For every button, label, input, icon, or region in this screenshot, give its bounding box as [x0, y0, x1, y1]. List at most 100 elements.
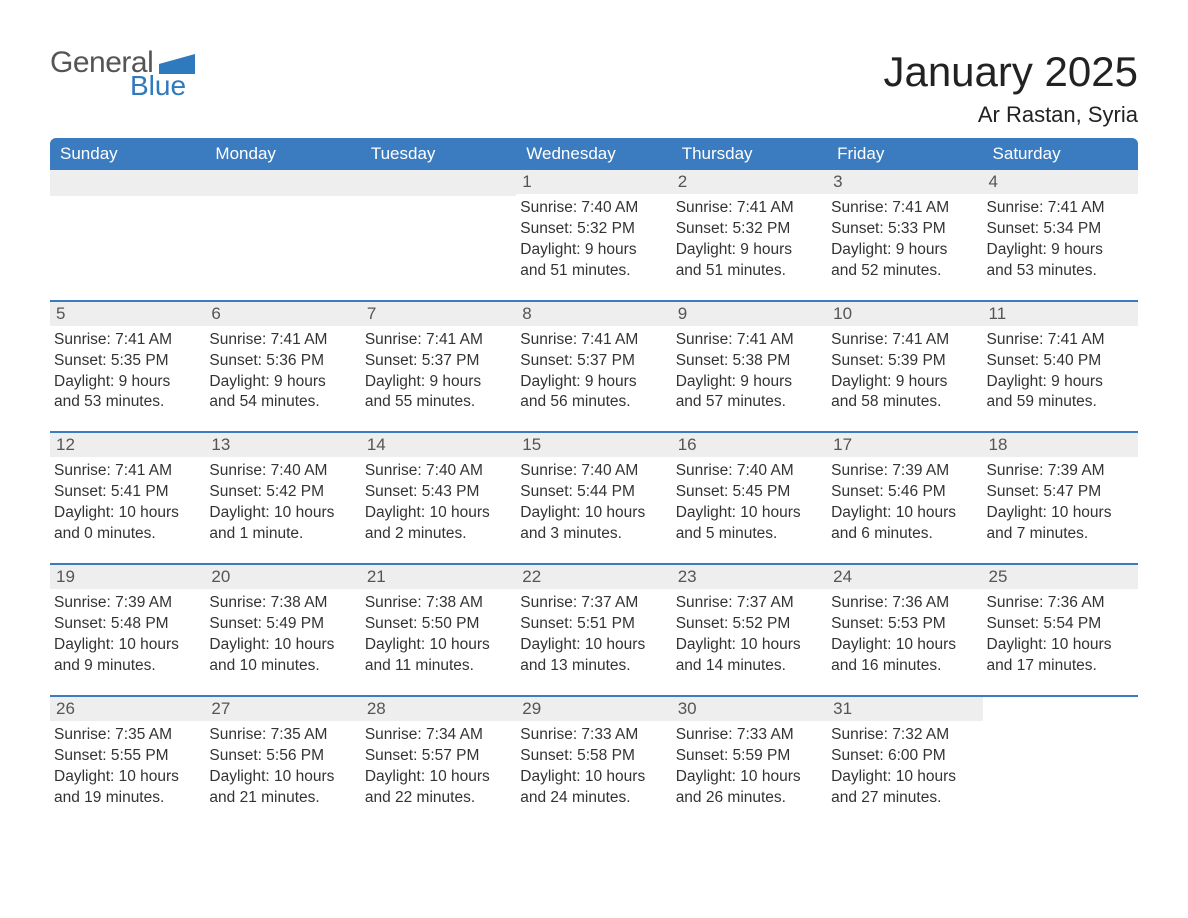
sunrise-text: Sunrise: 7:38 AM	[209, 593, 356, 614]
sunrise-text: Sunrise: 7:34 AM	[365, 725, 512, 746]
sunrise-text: Sunrise: 7:40 AM	[676, 461, 823, 482]
day-number: 21	[361, 565, 516, 589]
calendar-day: 15Sunrise: 7:40 AMSunset: 5:44 PMDayligh…	[516, 433, 671, 549]
sunset-text: Sunset: 5:53 PM	[831, 614, 978, 635]
sunset-text: Sunset: 5:47 PM	[987, 482, 1134, 503]
daylight-line2: and 17 minutes.	[987, 656, 1134, 677]
day-body: Sunrise: 7:40 AMSunset: 5:43 PMDaylight:…	[361, 457, 516, 549]
daylight-line1: Daylight: 9 hours	[831, 372, 978, 393]
daylight-line2: and 26 minutes.	[676, 788, 823, 809]
logo: General Blue	[50, 48, 195, 100]
sunrise-text: Sunrise: 7:41 AM	[831, 330, 978, 351]
day-body	[983, 723, 1138, 811]
daylight-line1: Daylight: 9 hours	[987, 240, 1134, 261]
sunset-text: Sunset: 5:38 PM	[676, 351, 823, 372]
daylight-line1: Daylight: 10 hours	[365, 635, 512, 656]
sunset-text: Sunset: 5:55 PM	[54, 746, 201, 767]
day-body: Sunrise: 7:36 AMSunset: 5:53 PMDaylight:…	[827, 589, 982, 681]
weekday-header: Wednesday	[516, 138, 671, 170]
day-number: 16	[672, 433, 827, 457]
calendar-day-empty	[205, 170, 360, 286]
daylight-line2: and 51 minutes.	[520, 261, 667, 282]
day-number: 20	[205, 565, 360, 589]
weekday-header: Tuesday	[361, 138, 516, 170]
daylight-line1: Daylight: 10 hours	[209, 503, 356, 524]
location-label: Ar Rastan, Syria	[883, 102, 1138, 128]
calendar-day: 27Sunrise: 7:35 AMSunset: 5:56 PMDayligh…	[205, 697, 360, 813]
day-number: 15	[516, 433, 671, 457]
day-body: Sunrise: 7:33 AMSunset: 5:58 PMDaylight:…	[516, 721, 671, 813]
day-body: Sunrise: 7:41 AMSunset: 5:32 PMDaylight:…	[672, 194, 827, 286]
calendar-day: 17Sunrise: 7:39 AMSunset: 5:46 PMDayligh…	[827, 433, 982, 549]
day-number: 19	[50, 565, 205, 589]
day-number: 5	[50, 302, 205, 326]
day-body: Sunrise: 7:38 AMSunset: 5:50 PMDaylight:…	[361, 589, 516, 681]
calendar-day: 23Sunrise: 7:37 AMSunset: 5:52 PMDayligh…	[672, 565, 827, 681]
daylight-line1: Daylight: 9 hours	[520, 240, 667, 261]
calendar-day: 2Sunrise: 7:41 AMSunset: 5:32 PMDaylight…	[672, 170, 827, 286]
day-body: Sunrise: 7:33 AMSunset: 5:59 PMDaylight:…	[672, 721, 827, 813]
day-number: 25	[983, 565, 1138, 589]
day-body: Sunrise: 7:41 AMSunset: 5:38 PMDaylight:…	[672, 326, 827, 418]
sunset-text: Sunset: 5:35 PM	[54, 351, 201, 372]
calendar-day: 22Sunrise: 7:37 AMSunset: 5:51 PMDayligh…	[516, 565, 671, 681]
sunset-text: Sunset: 5:32 PM	[520, 219, 667, 240]
day-number: 8	[516, 302, 671, 326]
day-body: Sunrise: 7:41 AMSunset: 5:39 PMDaylight:…	[827, 326, 982, 418]
day-body: Sunrise: 7:37 AMSunset: 5:52 PMDaylight:…	[672, 589, 827, 681]
day-number: 6	[205, 302, 360, 326]
calendar-week: 26Sunrise: 7:35 AMSunset: 5:55 PMDayligh…	[50, 695, 1138, 813]
day-number: 11	[983, 302, 1138, 326]
daylight-line2: and 52 minutes.	[831, 261, 978, 282]
daylight-line2: and 5 minutes.	[676, 524, 823, 545]
weekday-header: Saturday	[983, 138, 1138, 170]
sunrise-text: Sunrise: 7:36 AM	[987, 593, 1134, 614]
calendar-day: 13Sunrise: 7:40 AMSunset: 5:42 PMDayligh…	[205, 433, 360, 549]
calendar-day: 6Sunrise: 7:41 AMSunset: 5:36 PMDaylight…	[205, 302, 360, 418]
daylight-line2: and 14 minutes.	[676, 656, 823, 677]
sunrise-text: Sunrise: 7:41 AM	[209, 330, 356, 351]
day-number: 30	[672, 697, 827, 721]
sunset-text: Sunset: 5:32 PM	[676, 219, 823, 240]
sunrise-text: Sunrise: 7:40 AM	[520, 198, 667, 219]
daylight-line2: and 9 minutes.	[54, 656, 201, 677]
sunset-text: Sunset: 5:41 PM	[54, 482, 201, 503]
day-number: 14	[361, 433, 516, 457]
day-body	[50, 196, 205, 284]
calendar-day: 18Sunrise: 7:39 AMSunset: 5:47 PMDayligh…	[983, 433, 1138, 549]
sunrise-text: Sunrise: 7:41 AM	[987, 330, 1134, 351]
day-body: Sunrise: 7:39 AMSunset: 5:47 PMDaylight:…	[983, 457, 1138, 549]
daylight-line2: and 53 minutes.	[987, 261, 1134, 282]
calendar-day: 5Sunrise: 7:41 AMSunset: 5:35 PMDaylight…	[50, 302, 205, 418]
day-body: Sunrise: 7:34 AMSunset: 5:57 PMDaylight:…	[361, 721, 516, 813]
day-body	[205, 196, 360, 284]
calendar-day: 20Sunrise: 7:38 AMSunset: 5:49 PMDayligh…	[205, 565, 360, 681]
day-number: 2	[672, 170, 827, 194]
calendar-day: 14Sunrise: 7:40 AMSunset: 5:43 PMDayligh…	[361, 433, 516, 549]
daylight-line2: and 53 minutes.	[54, 392, 201, 413]
sunset-text: Sunset: 5:48 PM	[54, 614, 201, 635]
daylight-line1: Daylight: 10 hours	[54, 635, 201, 656]
sunrise-text: Sunrise: 7:35 AM	[54, 725, 201, 746]
sunrise-text: Sunrise: 7:40 AM	[520, 461, 667, 482]
daylight-line1: Daylight: 10 hours	[520, 635, 667, 656]
daylight-line2: and 16 minutes.	[831, 656, 978, 677]
sunrise-text: Sunrise: 7:41 AM	[987, 198, 1134, 219]
day-number: 10	[827, 302, 982, 326]
day-body: Sunrise: 7:40 AMSunset: 5:44 PMDaylight:…	[516, 457, 671, 549]
day-number: 7	[361, 302, 516, 326]
calendar-day: 26Sunrise: 7:35 AMSunset: 5:55 PMDayligh…	[50, 697, 205, 813]
sunrise-text: Sunrise: 7:41 AM	[54, 461, 201, 482]
calendar-day: 24Sunrise: 7:36 AMSunset: 5:53 PMDayligh…	[827, 565, 982, 681]
weekday-header-row: Sunday Monday Tuesday Wednesday Thursday…	[50, 138, 1138, 170]
daylight-line1: Daylight: 10 hours	[987, 635, 1134, 656]
sunset-text: Sunset: 5:56 PM	[209, 746, 356, 767]
sunset-text: Sunset: 5:40 PM	[987, 351, 1134, 372]
calendar-week: 1Sunrise: 7:40 AMSunset: 5:32 PMDaylight…	[50, 170, 1138, 286]
day-number: 1	[516, 170, 671, 194]
daylight-line2: and 27 minutes.	[831, 788, 978, 809]
day-number: 18	[983, 433, 1138, 457]
calendar: Sunday Monday Tuesday Wednesday Thursday…	[50, 138, 1138, 812]
daylight-line2: and 21 minutes.	[209, 788, 356, 809]
calendar-day: 28Sunrise: 7:34 AMSunset: 5:57 PMDayligh…	[361, 697, 516, 813]
